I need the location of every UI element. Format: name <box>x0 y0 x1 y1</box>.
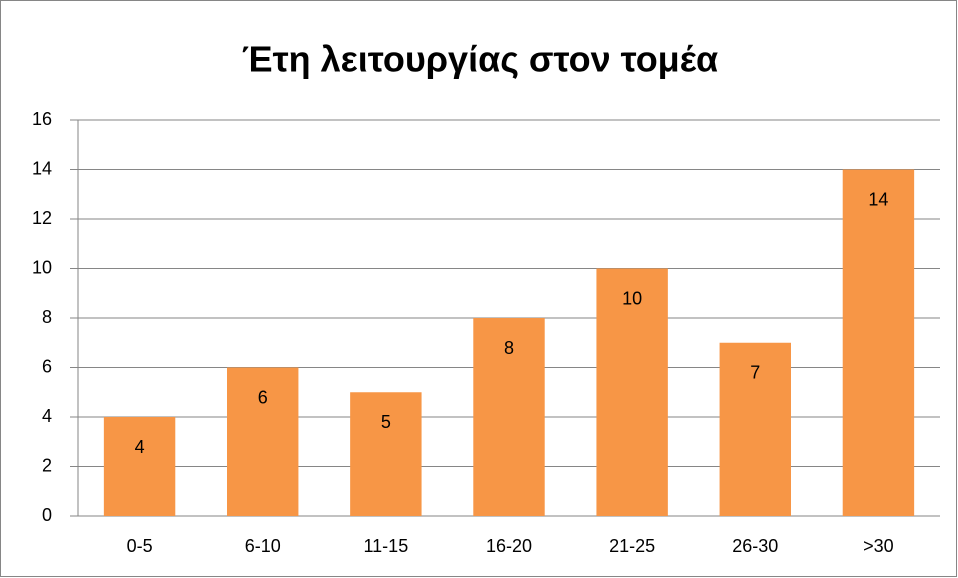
y-tick-label: 6 <box>42 356 52 376</box>
bar <box>350 392 422 516</box>
data-label: 10 <box>622 288 642 308</box>
bar <box>719 342 791 516</box>
x-tick-label: 0-5 <box>127 536 153 556</box>
x-tick-label: 11-15 <box>364 536 409 556</box>
data-label: 7 <box>750 363 760 383</box>
y-tick-label: 14 <box>32 158 52 178</box>
y-tick-label: 10 <box>32 257 52 277</box>
x-tick-label: 6-10 <box>245 536 281 556</box>
x-tick-label: 26-30 <box>732 536 778 556</box>
bar <box>473 318 545 516</box>
data-label: 14 <box>868 189 888 209</box>
y-tick-label: 0 <box>42 505 52 525</box>
bar <box>227 367 299 516</box>
bar <box>596 268 668 516</box>
data-label: 5 <box>381 412 391 432</box>
y-tick-label: 8 <box>42 307 52 327</box>
x-tick-label: 21-25 <box>609 536 655 556</box>
chart-title: Έτη λειτουργίας στον τομέα <box>242 39 718 80</box>
y-tick-label: 12 <box>32 208 52 228</box>
y-tick-label: 16 <box>32 109 52 129</box>
x-tick-label: >30 <box>863 536 894 556</box>
data-label: 6 <box>258 387 268 407</box>
x-tick-label: 16-20 <box>486 536 532 556</box>
bar <box>103 417 176 516</box>
y-tick-label: 2 <box>42 455 52 475</box>
data-label: 8 <box>504 338 514 358</box>
bar <box>842 169 915 516</box>
y-tick-label: 4 <box>42 406 52 426</box>
data-label: 4 <box>135 437 145 457</box>
